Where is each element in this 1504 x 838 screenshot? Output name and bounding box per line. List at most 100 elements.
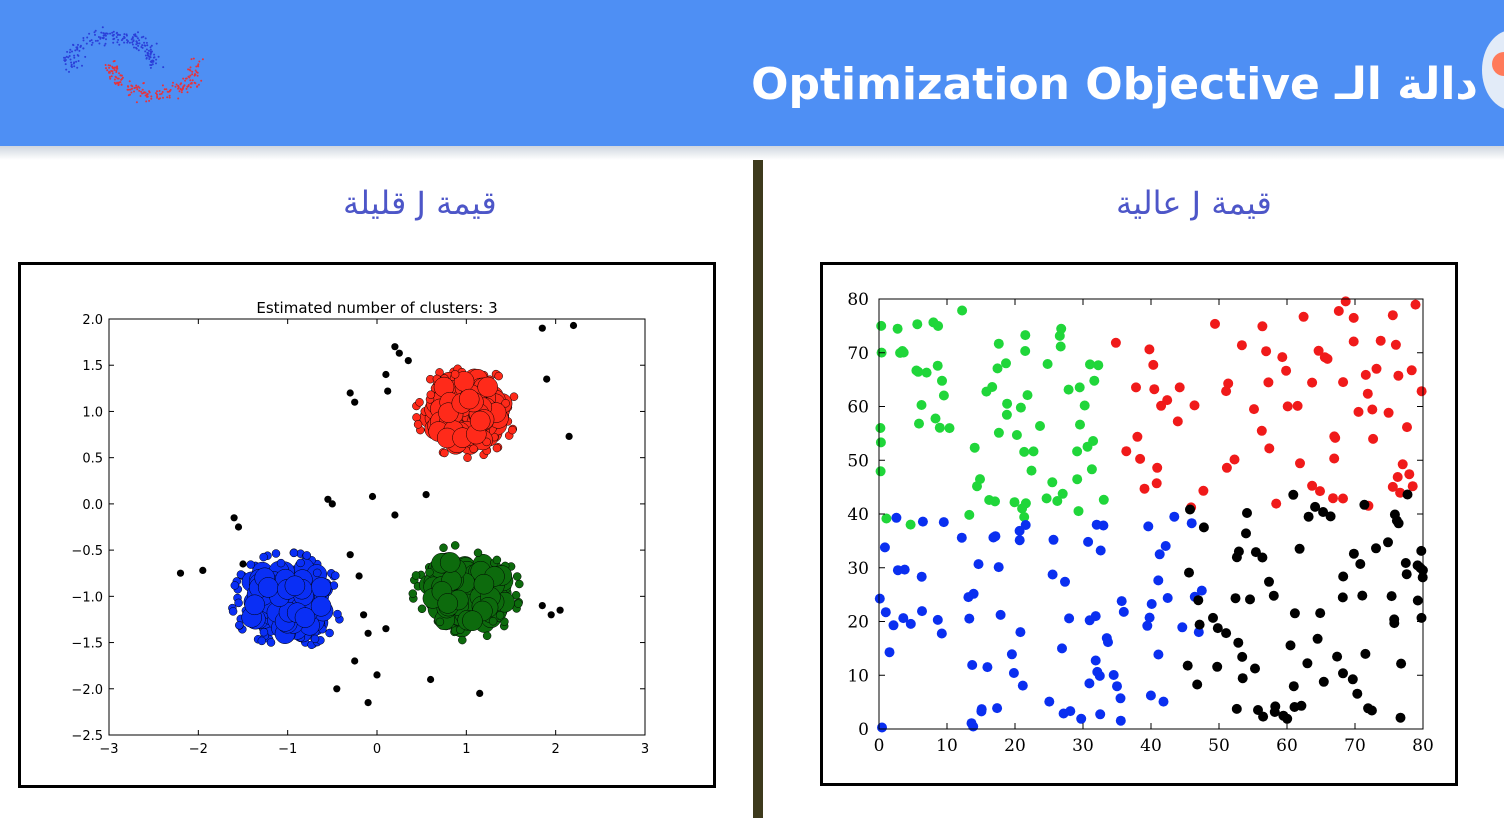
logo-dot-blue: [137, 31, 139, 34]
scatter-point: [1158, 696, 1169, 707]
logo-dot-blue: [146, 44, 149, 47]
logo-dot-blue: [69, 48, 72, 51]
cluster-point: [439, 552, 461, 573]
scatter-point: [1389, 618, 1400, 629]
scatter-point: [1074, 382, 1085, 393]
logo-dot-blue: [149, 48, 152, 51]
scatter-point: [1144, 344, 1155, 355]
scatter-point: [1182, 660, 1193, 671]
cluster-point: [508, 425, 517, 435]
scatter-point: [1042, 359, 1053, 369]
scatter-point: [1079, 400, 1090, 411]
cluster-point: [492, 443, 502, 453]
logo-dot-blue: [84, 55, 87, 58]
x-tick-label: 40: [1140, 736, 1162, 756]
scatter-point: [1118, 606, 1129, 617]
logo-dot-blue: [149, 56, 152, 59]
logo-dot-blue: [73, 65, 76, 68]
logo-dot-blue: [121, 37, 124, 40]
scatter-point: [1328, 493, 1338, 504]
logo-dot-blue: [136, 42, 139, 45]
scatter-point: [1015, 627, 1026, 638]
logo-dot-red: [116, 66, 118, 69]
logo-dot-blue: [115, 36, 118, 39]
noise-point: [556, 606, 564, 614]
scatter-point: [1347, 674, 1358, 685]
noise-point: [538, 324, 546, 332]
noise-point: [538, 602, 546, 610]
logo-dot-blue: [116, 34, 119, 36]
logo-dot-red: [112, 60, 115, 63]
x-tick-label: 50: [1208, 736, 1230, 756]
scatter-point: [1212, 623, 1223, 634]
logo-dot-red: [189, 74, 192, 77]
noise-point: [373, 671, 381, 679]
scatter-point: [1348, 312, 1359, 323]
scatter-point: [1095, 545, 1106, 556]
scatter-point: [987, 382, 998, 392]
logo-dot-red: [109, 77, 112, 80]
scatter-point: [1261, 346, 1272, 357]
scatter-point: [1338, 668, 1348, 679]
scatter-point: [1145, 690, 1156, 701]
scatter-point: [969, 442, 980, 453]
scatter-point: [1115, 693, 1126, 704]
logo-dot-red: [182, 77, 185, 80]
logo-dot-red: [107, 64, 110, 67]
logo-dot-blue: [102, 36, 105, 39]
scatter-point: [1277, 352, 1288, 363]
logo-dot-blue: [100, 31, 103, 34]
logo-dot-red: [117, 77, 120, 80]
scatter-point: [1338, 493, 1348, 504]
scatter-point: [1092, 666, 1103, 677]
scatter-point: [1048, 534, 1059, 545]
logo-dot-red: [174, 85, 177, 88]
scatter-point: [1402, 489, 1413, 500]
scatter-point: [993, 562, 1004, 573]
logo-dot-blue: [89, 40, 91, 42]
logo-dot-blue: [137, 44, 140, 47]
noise-point: [328, 500, 336, 508]
noise-point: [476, 689, 484, 697]
scatter-point: [1383, 407, 1394, 418]
scatter-point: [1072, 446, 1083, 457]
scatter-point: [1115, 715, 1126, 726]
logo-dot-blue: [123, 41, 126, 44]
logo-dot-red: [111, 70, 114, 73]
cluster-point: [302, 551, 312, 560]
logo-dot-blue: [105, 38, 107, 41]
scatter-point: [1242, 508, 1252, 518]
scatter-point: [1054, 330, 1065, 341]
logo-dot-blue: [67, 56, 70, 59]
noise-point: [565, 432, 573, 440]
logo-dot-red: [190, 82, 193, 85]
scatter-point: [1278, 710, 1289, 721]
scatter-point: [1026, 465, 1037, 476]
logo-dot-blue: [155, 58, 158, 61]
logo-dot-blue: [148, 58, 151, 60]
scatter-point: [1285, 640, 1296, 651]
scatter-point: [1073, 506, 1084, 517]
logo-dot-red: [156, 90, 158, 93]
scatter-point: [1387, 310, 1398, 321]
logo-dot-red: [129, 88, 132, 91]
scatter-point: [1393, 518, 1404, 529]
cluster-point: [426, 390, 436, 399]
scatter-point: [956, 532, 967, 543]
logo-dot-red: [185, 87, 188, 90]
cluster-point: [310, 596, 332, 617]
scatter-point: [881, 513, 892, 524]
scatter-point: [1212, 661, 1223, 672]
logo-dot-blue: [101, 26, 104, 29]
cluster-point: [230, 581, 240, 590]
scatter-point: [1020, 498, 1031, 509]
logo-dot-blue: [77, 60, 80, 62]
scatter-point: [1058, 708, 1069, 719]
scatter-point: [1091, 519, 1102, 530]
logo-dot-blue: [76, 46, 79, 49]
y-tick-label: −2.0: [71, 683, 103, 698]
scatter-point: [1019, 446, 1030, 457]
data-points: [874, 296, 1428, 733]
scatter-point: [1084, 678, 1095, 689]
logo-dot-blue: [126, 41, 129, 44]
